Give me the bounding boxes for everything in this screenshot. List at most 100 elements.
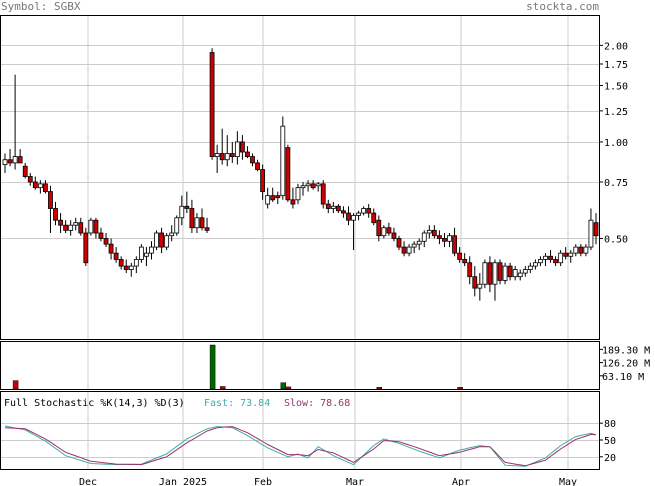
site-label: stockta.com	[526, 0, 599, 13]
candle-body	[482, 262, 488, 285]
candle-body	[270, 195, 276, 201]
candle-body	[189, 208, 195, 229]
candle-body	[103, 238, 109, 245]
candle-body	[17, 156, 23, 164]
stochastic-title: Full Stochastic %K(14,3) %D(3)	[4, 398, 185, 409]
candle-body	[184, 205, 190, 209]
candle-body	[543, 255, 548, 260]
candle-body	[255, 162, 260, 170]
candle-body	[548, 255, 553, 260]
candle-body	[426, 229, 432, 234]
candle-body	[280, 125, 286, 197]
candle-body	[588, 219, 594, 248]
candle-body	[275, 195, 281, 199]
candle-body	[517, 272, 523, 278]
candle-body	[335, 205, 341, 212]
candle-body	[88, 219, 94, 234]
volume-axis: 189.30 M 126.20 M 63.10 M	[599, 345, 650, 383]
candle-body	[194, 217, 200, 229]
candle-body	[234, 141, 240, 158]
candle-body	[73, 222, 79, 226]
candle-body	[240, 141, 245, 153]
candle-body	[391, 232, 397, 239]
candle-body	[2, 159, 8, 165]
stochastic-axis: 80 50 20	[599, 419, 616, 464]
month-label: Mar	[346, 477, 364, 486]
candle-body	[48, 191, 53, 209]
candle-body	[507, 265, 513, 278]
candle-body	[568, 252, 574, 257]
candle-body	[78, 222, 84, 234]
candle-body	[224, 153, 230, 161]
candle-body	[133, 259, 139, 267]
candle-body	[174, 217, 180, 234]
volume-bar	[280, 382, 287, 390]
candle-body	[527, 265, 533, 270]
candle-body	[462, 259, 468, 264]
stochastic-tick-label: 20	[604, 453, 616, 464]
candle-body	[366, 208, 372, 214]
volume-tick-label: 63.10 M	[602, 372, 644, 383]
candle-body	[356, 212, 361, 216]
candle-body	[492, 262, 498, 285]
candle-body	[431, 229, 437, 237]
month-label: Feb	[254, 477, 272, 486]
candle-body	[219, 153, 225, 161]
price-tick-label: 0.75	[604, 178, 628, 189]
candle-body	[37, 183, 43, 189]
price-tick-label: 1.50	[604, 81, 628, 92]
candle-body	[396, 238, 402, 248]
candle-body	[371, 212, 377, 224]
candle-body	[325, 203, 331, 209]
candle-body	[295, 187, 301, 201]
candle-body	[532, 262, 538, 267]
candle-body	[578, 246, 584, 254]
symbol-label: Symbol: SGBX	[1, 0, 81, 13]
candle-body	[346, 212, 351, 221]
candle-body	[63, 224, 69, 231]
candle-body	[53, 208, 58, 221]
candle-body	[553, 259, 558, 264]
volume-bar	[219, 386, 226, 390]
month-label: Dec	[79, 477, 97, 486]
candle-body	[437, 235, 442, 239]
candle-body	[310, 183, 316, 189]
candle-body	[123, 265, 129, 270]
candle-body	[583, 246, 589, 254]
candle-body	[93, 219, 99, 234]
candle-body	[477, 283, 483, 289]
month-label: Jan 2025	[159, 477, 207, 486]
stochastic-fast-label: Fast: 73.84	[204, 398, 270, 409]
volume-bar	[376, 387, 383, 390]
candlestick-series	[2, 48, 599, 301]
candle-body	[144, 252, 149, 257]
candle-body	[58, 219, 63, 226]
candle-body	[386, 227, 392, 234]
volume-bar	[285, 386, 292, 390]
candle-body	[406, 246, 412, 254]
candle-body	[290, 199, 296, 205]
volume-tick-label: 126.20 M	[602, 359, 650, 370]
candle-body	[376, 219, 382, 237]
candle-body	[7, 159, 13, 164]
candle-body	[538, 259, 543, 264]
candle-body	[138, 246, 144, 260]
candle-body	[361, 208, 367, 214]
volume-panel	[0, 341, 600, 390]
candle-body	[593, 222, 599, 237]
price-tick-label: 1.25	[604, 107, 628, 118]
candle-body	[330, 205, 336, 209]
candle-body	[502, 265, 508, 281]
candle-body	[457, 252, 463, 260]
candle-body	[179, 205, 185, 219]
volume-series	[12, 344, 463, 390]
candle-body	[108, 243, 114, 254]
candle-body	[169, 232, 175, 237]
month-axis: Dec Jan 2025 Feb Mar Apr May	[79, 477, 577, 486]
stochastic-slow-label: Slow: 78.68	[284, 398, 350, 409]
candle-body	[472, 276, 478, 289]
candle-body	[22, 165, 28, 177]
candle-body	[381, 227, 387, 237]
candle-body	[113, 252, 119, 260]
